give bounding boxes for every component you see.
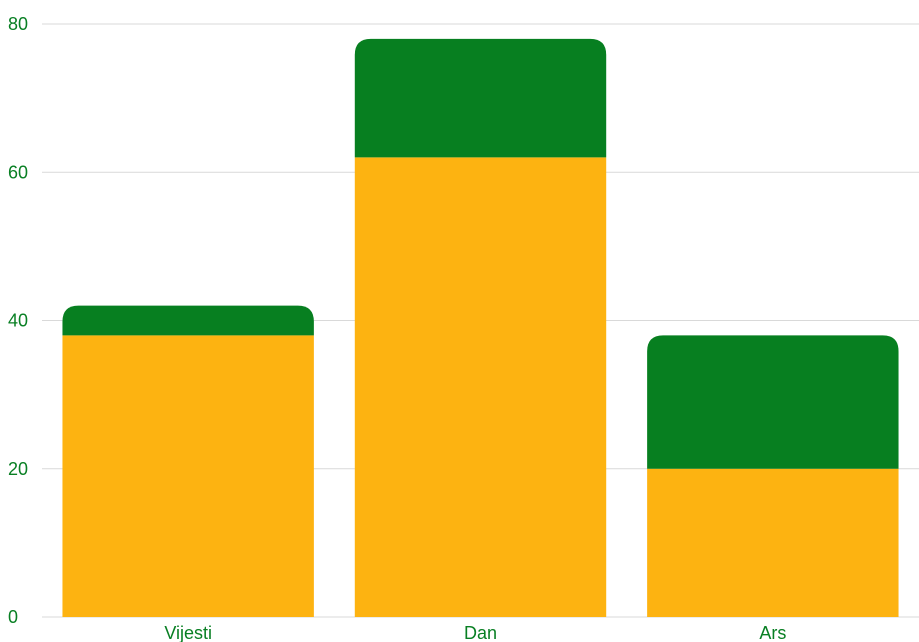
- bar-vijesti-segment-2: [62, 305, 314, 336]
- y-tick-label: 20: [8, 459, 28, 479]
- bars: [62, 38, 899, 618]
- bar-vijesti-segment-1: [62, 335, 314, 617]
- y-tick-label: 80: [8, 14, 28, 34]
- x-category-label: Vijesti: [164, 623, 212, 642]
- y-tick-label: 40: [8, 311, 28, 331]
- bar-dan-segment-2: [354, 38, 607, 158]
- y-tick-label: 60: [8, 162, 28, 182]
- x-category-label: Ars: [759, 623, 786, 642]
- y-tick-label: 0: [8, 607, 18, 627]
- x-category-label: Dan: [464, 623, 497, 642]
- bar-dan-segment-1: [354, 157, 607, 618]
- y-axis-tick-labels: 0 20 40 60 80: [8, 14, 28, 627]
- bar-ars-segment-2: [647, 335, 899, 469]
- x-axis-category-labels: Vijesti Dan Ars: [164, 623, 786, 642]
- bar-ars-segment-1: [647, 468, 899, 617]
